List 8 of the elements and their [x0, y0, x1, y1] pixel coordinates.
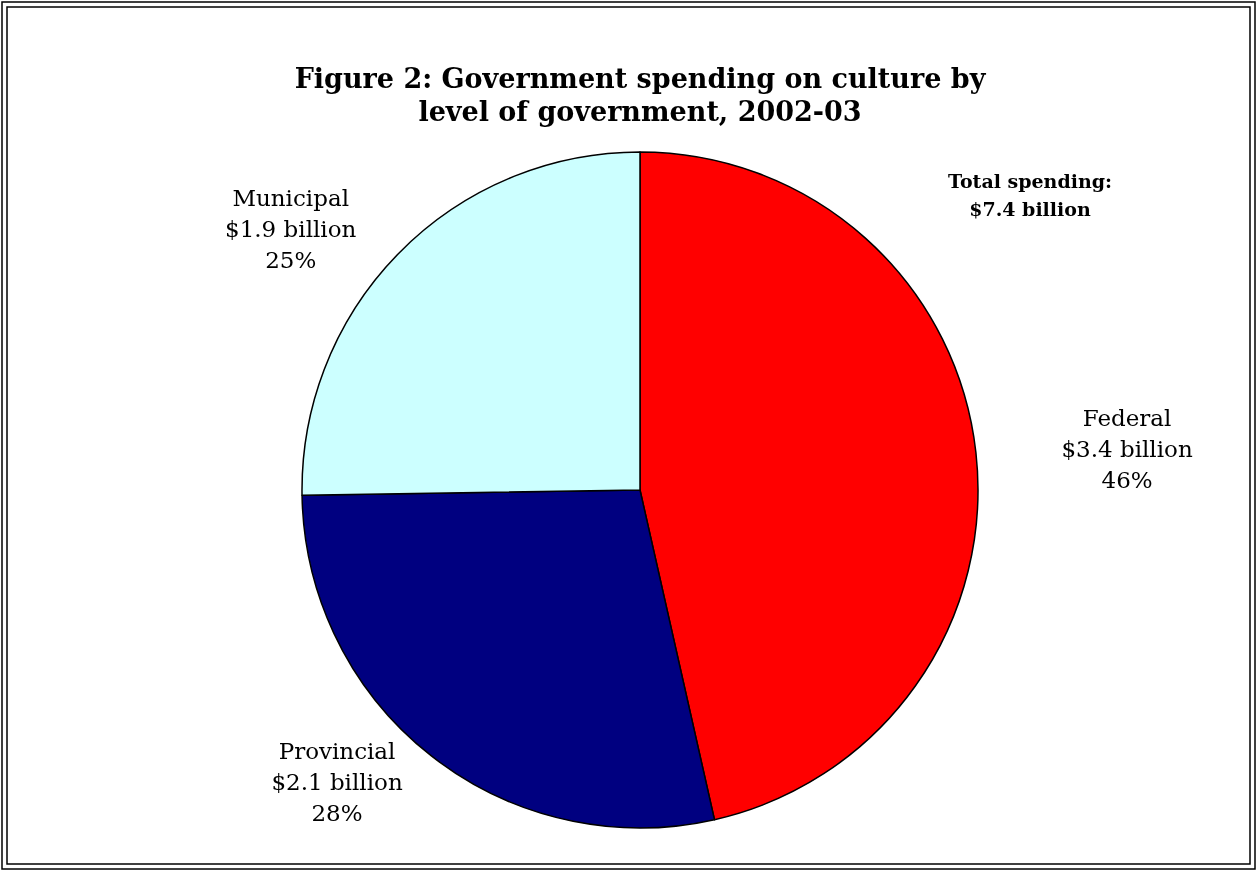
data-label: $2.1 billion 28%: [271, 769, 403, 827]
chart-title: Figure 2: Government spending on culture by level of government, 2002-03: [294, 63, 987, 127]
slice-label: Provincial: [278, 738, 396, 765]
data-label: $1.9 billion 25%: [225, 216, 357, 274]
slice-label: Municipal: [232, 185, 349, 212]
text: Total spending: $7.4 billion: [947, 170, 1113, 220]
data-label: $3.4 billion 46%: [1061, 435, 1193, 493]
slice-label: Federal: [1082, 404, 1172, 431]
